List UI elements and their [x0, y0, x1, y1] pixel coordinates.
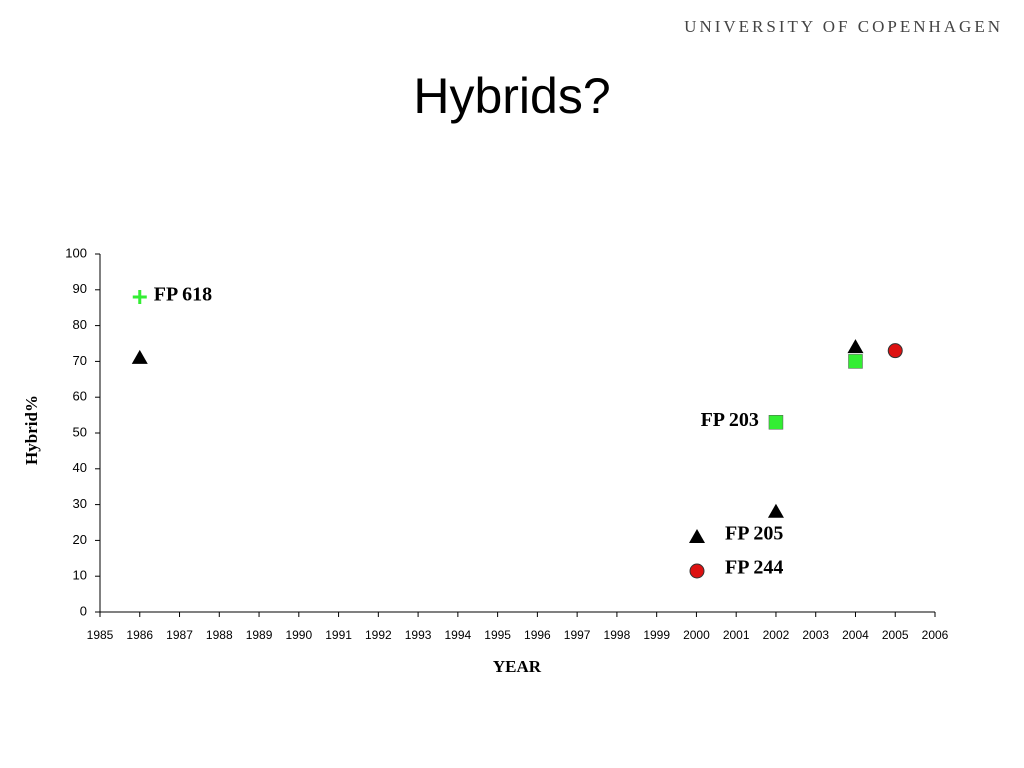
y-tick-label: 50 — [73, 424, 87, 439]
y-tick-label: 70 — [73, 353, 87, 368]
x-tick-label: 1994 — [445, 628, 472, 642]
x-tick-label: 1985 — [87, 628, 114, 642]
square-marker — [848, 354, 863, 369]
x-axis-label: YEAR — [493, 657, 542, 676]
x-tick-label: 2000 — [683, 628, 710, 642]
y-tick-label: 0 — [80, 603, 87, 618]
square-marker — [768, 415, 784, 430]
y-tick-label: 90 — [73, 281, 87, 296]
x-tick-label: 1991 — [325, 628, 352, 642]
y-tick-label: 60 — [73, 389, 87, 404]
x-tick-label: 1986 — [126, 628, 153, 642]
x-tick-label: 2001 — [723, 628, 750, 642]
x-tick-label: 1993 — [405, 628, 432, 642]
y-tick-label: 40 — [73, 460, 87, 475]
x-tick-label: 1990 — [285, 628, 312, 642]
x-tick-label: 1992 — [365, 628, 392, 642]
x-tick-label: 1996 — [524, 628, 551, 642]
triangle-marker — [847, 339, 864, 354]
legend-label: FP 244 — [725, 557, 783, 579]
x-tick-label: 2003 — [802, 628, 829, 642]
y-tick-label: 100 — [65, 245, 87, 260]
x-tick-label: 1997 — [564, 628, 591, 642]
legend-label: FP 205 — [725, 523, 783, 545]
chart-title: Hybrids? — [413, 68, 610, 124]
university-header: UNIVERSITY OF COPENHAGEN — [684, 17, 1003, 36]
y-axis-label: Hybrid% — [22, 395, 41, 465]
y-tick-label: 30 — [73, 496, 87, 511]
point-label: FP 618 — [154, 284, 212, 306]
x-tick-label: 2004 — [842, 628, 869, 642]
x-tick-label: 2006 — [922, 628, 949, 642]
y-tick-label: 20 — [73, 532, 87, 547]
x-tick-label: 1999 — [643, 628, 670, 642]
triangle-marker — [131, 349, 148, 364]
x-tick-label: 1995 — [484, 628, 511, 642]
x-tick-label: 1987 — [166, 628, 193, 642]
y-tick-label: 80 — [73, 317, 87, 332]
x-tick-label: 1989 — [246, 628, 273, 642]
legend-marker — [689, 529, 705, 543]
point-label: FP 203 — [701, 409, 759, 431]
legend-marker — [689, 563, 705, 579]
y-tick-label: 10 — [73, 568, 87, 583]
x-tick-label: 2005 — [882, 628, 909, 642]
triangle-marker — [767, 503, 784, 518]
x-tick-label: 1998 — [604, 628, 631, 642]
plus-marker — [132, 289, 147, 304]
circle-marker — [887, 343, 903, 359]
x-tick-label: 2002 — [763, 628, 790, 642]
x-tick-label: 1988 — [206, 628, 233, 642]
